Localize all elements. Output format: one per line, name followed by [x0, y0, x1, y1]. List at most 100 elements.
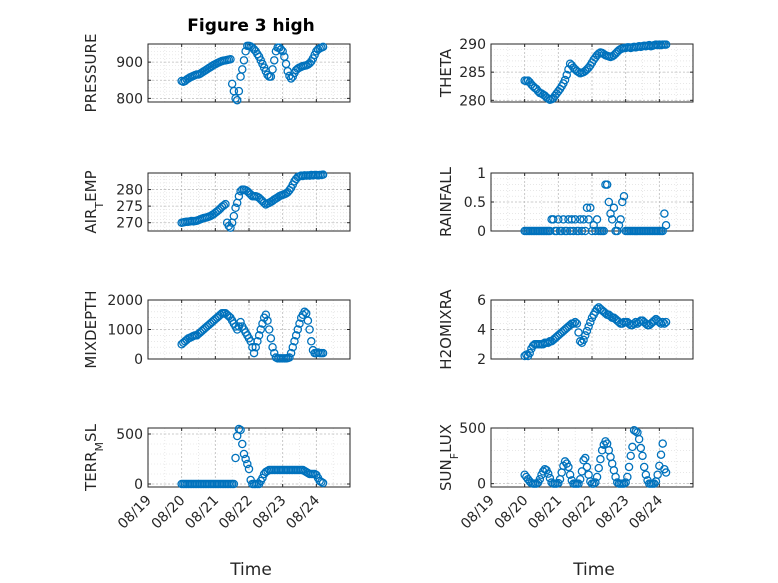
data-point	[572, 319, 582, 328]
data-point	[574, 328, 583, 337]
data-point	[616, 215, 625, 224]
data-point	[584, 322, 593, 331]
data-point	[303, 316, 313, 325]
data-point	[251, 342, 260, 352]
data-point	[318, 42, 328, 52]
data-point	[581, 453, 590, 463]
y-tick-label: 290	[459, 37, 486, 53]
y-tick-label: 900	[116, 55, 143, 71]
y-axis-label: RAINFALL	[437, 166, 455, 237]
data-point	[268, 342, 277, 352]
data-point	[221, 199, 230, 209]
data-point	[567, 215, 577, 224]
y-tick-label: 280	[459, 93, 486, 109]
data-point	[559, 215, 568, 224]
data-point	[636, 443, 646, 453]
y-tick-label: 4	[477, 323, 486, 339]
data-point	[577, 226, 587, 236]
data-point	[234, 86, 244, 96]
data-point	[641, 470, 651, 480]
data-point	[256, 325, 266, 334]
data-point	[613, 226, 622, 236]
data-point	[614, 220, 624, 230]
y-tick-label: 285	[459, 65, 486, 81]
data-point	[564, 462, 573, 472]
data-point	[619, 191, 629, 201]
y-tick-label: 500	[459, 421, 486, 437]
data-point	[560, 75, 570, 85]
subplot-1: 800 900 PRESSURE	[82, 34, 351, 112]
data-point	[244, 464, 254, 474]
data-point	[574, 479, 583, 488]
data-point	[581, 331, 590, 340]
data-point	[238, 439, 247, 449]
data-point	[660, 319, 669, 328]
data-point	[575, 474, 585, 484]
subplot-4: 0 0.5 1 RAINFALL	[437, 166, 694, 240]
data-point	[586, 317, 595, 327]
data-point	[307, 337, 316, 346]
data-point	[238, 65, 247, 74]
data-point	[264, 325, 274, 334]
data-point	[239, 449, 249, 459]
y-tick-label: 280	[116, 183, 143, 199]
data-point	[638, 451, 647, 461]
data-point	[231, 203, 240, 213]
y-tick-label: 1	[477, 166, 486, 182]
y-tick-label: 0	[134, 352, 143, 368]
data-point	[582, 462, 592, 472]
data-point	[300, 307, 309, 317]
y-tick-label: 2000	[107, 293, 143, 309]
data-point	[266, 334, 276, 343]
data-point	[602, 180, 612, 189]
data-point	[554, 478, 563, 488]
data-point	[594, 463, 603, 473]
data-point	[286, 348, 296, 358]
data-point	[658, 317, 667, 327]
x-axis-label-right: Time	[572, 560, 615, 580]
data-point	[569, 319, 578, 328]
data-point	[565, 470, 575, 480]
data-point	[557, 226, 566, 236]
data-point	[653, 470, 662, 480]
data-point	[621, 478, 630, 487]
x-axis-label-left: Time	[229, 560, 272, 580]
y-axis-label: THETA	[437, 48, 455, 98]
data-point	[656, 450, 666, 459]
y-tick-label: 270	[116, 216, 143, 232]
data-point	[276, 45, 286, 54]
y-tick-label: 0	[477, 224, 486, 240]
data-point	[586, 203, 595, 213]
data-point	[263, 316, 272, 325]
data-point	[604, 197, 614, 207]
data-point	[562, 70, 572, 80]
y-axis-label: TERRMSL	[82, 423, 106, 492]
data-point	[232, 95, 242, 105]
data-point	[591, 478, 600, 487]
data-point	[592, 215, 602, 224]
data-point	[554, 215, 563, 224]
y-tick-label: 275	[116, 199, 143, 215]
data-point	[248, 342, 257, 352]
data-point	[624, 462, 634, 472]
data-point	[609, 203, 619, 213]
data-point	[293, 325, 303, 334]
data-point	[318, 348, 328, 358]
data-point	[628, 442, 637, 452]
data-point	[599, 226, 609, 236]
data-point	[229, 211, 239, 221]
y-axis-label: H2OMIXRA	[437, 289, 455, 370]
y-tick-label: 6	[477, 293, 486, 309]
data-point	[579, 215, 588, 224]
data-point	[631, 427, 641, 436]
data-point	[592, 304, 602, 314]
data-point	[656, 319, 666, 328]
data-point	[661, 40, 671, 49]
data-point	[579, 456, 588, 465]
data-point	[549, 215, 558, 224]
data-point	[582, 326, 592, 336]
data-point	[295, 319, 304, 328]
data-point	[619, 479, 629, 488]
data-point	[661, 468, 671, 477]
